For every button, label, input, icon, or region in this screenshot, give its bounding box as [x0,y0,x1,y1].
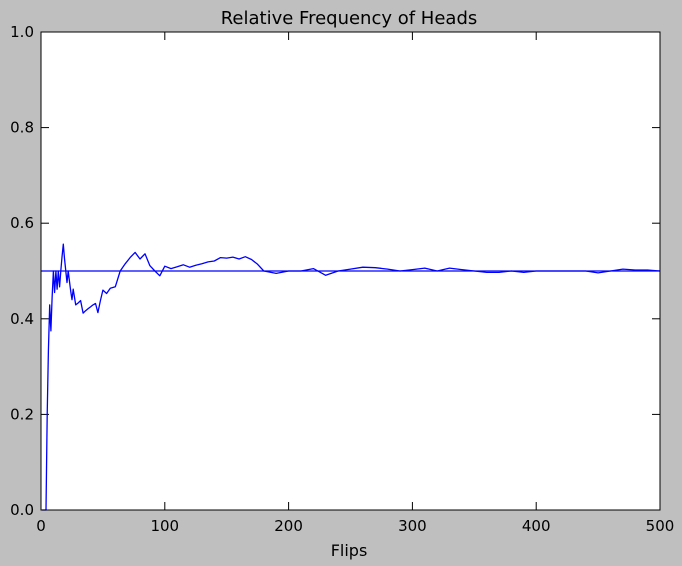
x-tick-label: 0 [36,517,46,535]
y-tick-label: 0.0 [10,501,34,519]
series-layer [42,243,661,511]
y-tick-label: 0.2 [10,405,34,423]
x-tick-label: 500 [646,517,675,535]
y-tick-label: 0.4 [10,310,34,328]
x-tick-label: 100 [150,517,179,535]
y-tick-label: 0.8 [10,119,34,137]
series-line [42,243,661,511]
x-tick-labels: 0 100 200 300 400 500 [36,517,674,535]
plot-frame [40,31,661,511]
x-axis-label: Flips [331,541,368,560]
x-tick-label: 300 [398,517,427,535]
x-tick-label: 200 [274,517,303,535]
y-tick-labels: 0.0 0.2 0.4 0.6 0.8 1.0 [10,23,34,519]
chart-title: Relative Frequency of Heads [221,8,478,29]
x-tick-label: 400 [522,517,551,535]
y-tick-label: 1.0 [10,23,34,41]
y-tick-label: 0.6 [10,214,34,232]
